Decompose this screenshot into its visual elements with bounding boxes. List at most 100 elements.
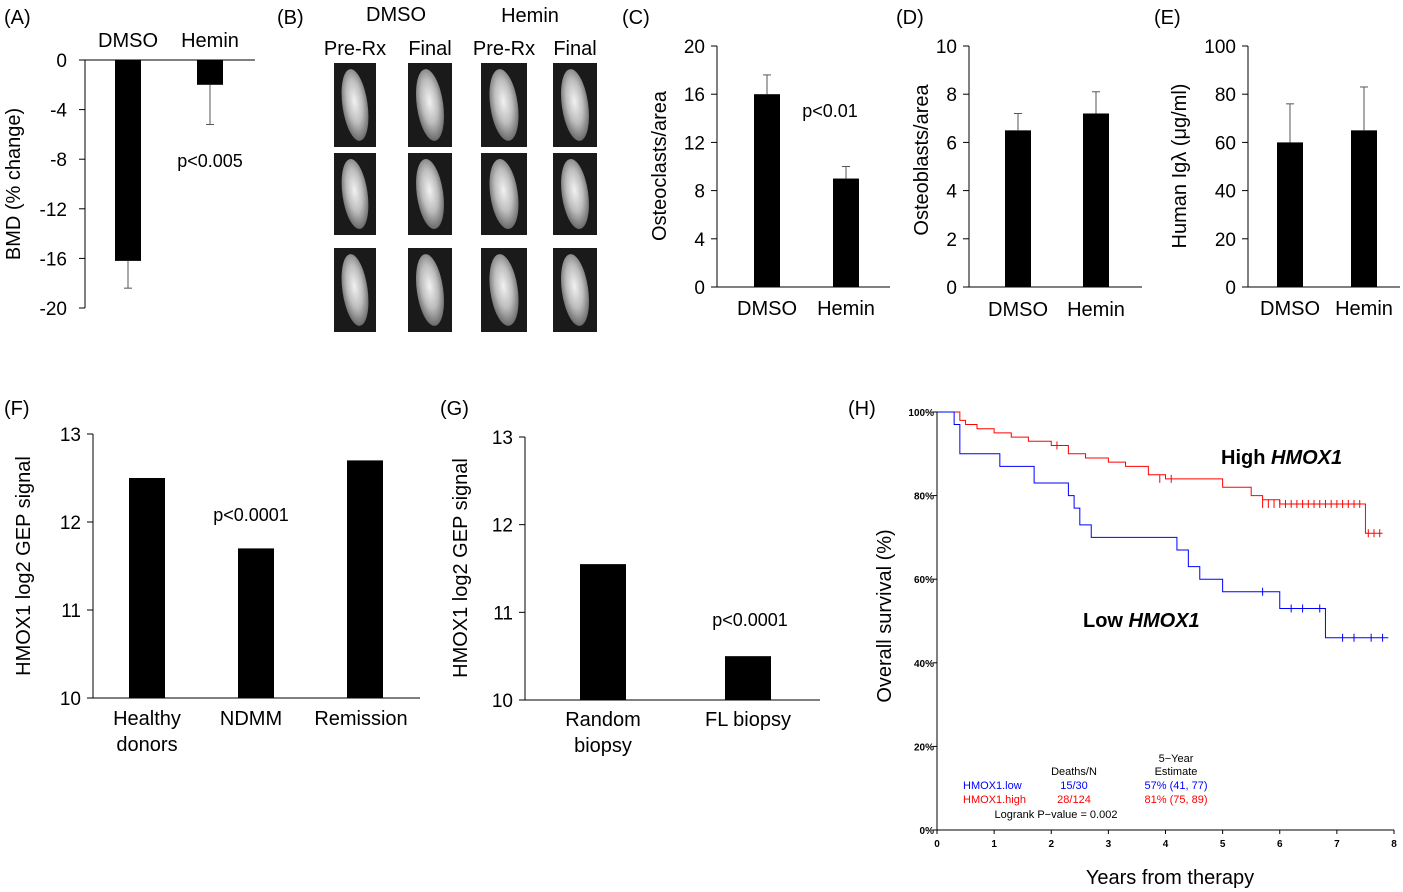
- xray-bone-shape: [560, 254, 590, 326]
- panel-h-xtick-label: 7: [1334, 839, 1340, 850]
- panel-c-ytick-label: 4: [694, 230, 705, 251]
- panel-c-ytick-label: 8: [694, 182, 705, 203]
- panel-b-xray-grid: [334, 63, 597, 332]
- panel-g-y-title: HMOX1 log2 GEP signal: [450, 458, 472, 678]
- panel-a-y-ticks: 0 -4 -8 -12 -16 -20: [40, 51, 85, 320]
- panel-c-bars: [754, 74, 859, 287]
- panel-f-bars: [129, 460, 383, 698]
- panel-d-bar: [1083, 113, 1109, 287]
- xray-bone-shape: [561, 159, 589, 229]
- panel-f-bar: [238, 548, 274, 698]
- panel-a-ytick-label: 0: [56, 51, 67, 72]
- panel-b-group-hemin: Hemin: [501, 5, 559, 27]
- panel-h: (H) 0% 20% 40% 60% 80% 100% 0 1 2 3 4 5 6 7 8 Overall…: [848, 398, 1397, 889]
- panel-b-group-dmso: DMSO: [366, 4, 426, 26]
- xray-bone-shape: [489, 69, 519, 141]
- panel-b-col-2: Final: [408, 38, 451, 60]
- panel-d-cat-dmso: DMSO: [988, 299, 1048, 321]
- panel-g-bar: [725, 656, 771, 700]
- panel-h-row-high-deaths: 28/124: [1057, 794, 1091, 806]
- panel-c-cat-dmso: DMSO: [737, 298, 797, 320]
- panel-a-y-title: BMD (% change): [3, 108, 25, 260]
- panel-f-bar: [347, 460, 383, 698]
- panel-g-ytick-label: 13: [492, 428, 513, 449]
- panel-h-xtick-label: 6: [1277, 839, 1283, 850]
- panel-a: (A) DMSO Hemin 0 -4 -8 -12 -16 -20 BMD (% cha…: [3, 7, 255, 320]
- panel-d-bar: [1005, 130, 1031, 287]
- panel-d-cat-hemin: Hemin: [1067, 299, 1125, 321]
- km-curve-hmox1-high: [937, 411, 1383, 534]
- panel-g-cat-1-line1: Random: [565, 709, 641, 731]
- panel-c-y-title: Osteoclasts/area: [649, 90, 671, 241]
- panel-h-y-title: Overall survival (%): [874, 529, 896, 702]
- panel-h-xtick-label: 8: [1391, 839, 1397, 850]
- panel-f-y-ticks: 10 11 12 13: [60, 425, 93, 710]
- panel-h-ytick-label: 20%: [914, 742, 934, 753]
- panel-d-ytick-label: 4: [946, 182, 957, 203]
- panel-e-bars: [1277, 86, 1377, 287]
- panel-e-ytick-label: 40: [1215, 182, 1236, 203]
- panel-d-bars: [1005, 91, 1109, 287]
- panel-e-bar: [1351, 130, 1377, 287]
- panel-e-ytick-label: 20: [1215, 230, 1236, 251]
- panel-f-cat-1-line2: donors: [116, 734, 177, 756]
- panel-c-ytick-label: 20: [684, 37, 705, 58]
- panel-b-col-4: Final: [553, 38, 596, 60]
- panel-c-ytick-label: 12: [684, 133, 705, 154]
- panel-g-label: (G): [440, 398, 469, 420]
- panel-h-low-word: Low: [1083, 610, 1129, 632]
- panel-g-ytick-label: 12: [492, 516, 513, 537]
- panel-e-ytick-label: 60: [1215, 133, 1236, 154]
- panel-h-ytick-label: 60%: [914, 575, 934, 586]
- xray-bone-shape: [415, 254, 445, 326]
- panel-h-high-annotation: High HMOX1: [1221, 447, 1342, 469]
- panel-a-ytick-label: -4: [50, 101, 67, 122]
- xray-bone-shape: [415, 69, 445, 141]
- panel-f: (F) 10 11 12 13 HMOX1 log2 GEP signal Healt…: [4, 398, 420, 756]
- panel-f-ytick-label: 12: [60, 513, 81, 534]
- panel-a-label: (A): [4, 7, 31, 29]
- panel-h-row-low-est: 57% (41, 77): [1145, 780, 1208, 792]
- panel-h-xtick-label: 0: [934, 839, 940, 850]
- panel-e-y-title: Human Igλ (μg/ml): [1169, 84, 1191, 249]
- panel-d-ytick-label: 10: [936, 37, 957, 58]
- panel-a-ytick-label: -20: [40, 299, 67, 320]
- xray-bone-shape: [489, 254, 519, 326]
- panel-e-cat-hemin: Hemin: [1335, 298, 1393, 320]
- panel-h-high-word: High: [1221, 447, 1271, 469]
- panel-e-bar: [1277, 142, 1303, 287]
- panel-g-bars: [580, 564, 771, 700]
- panel-h-x-ticks: 0 1 2 3 4 5 6 7 8: [934, 830, 1397, 850]
- xray-bone-shape: [489, 159, 519, 229]
- panel-g-ytick-label: 10: [492, 691, 513, 712]
- panel-f-pvalue: p<0.0001: [213, 505, 289, 525]
- panel-d-ytick-label: 8: [946, 85, 957, 106]
- panel-h-curves: [937, 411, 1389, 642]
- panel-h-row-low-name: HMOX1.low: [963, 780, 1022, 792]
- panel-c: (C) 0 4 8 12 16 20 Osteoclasts/area DMSO Hemi…: [622, 7, 890, 320]
- panel-g-y-ticks: 10 11 12 13: [492, 428, 525, 712]
- panel-h-table-col2-line1: 5−Year: [1159, 753, 1194, 765]
- panel-g-cat-1-line2: biopsy: [574, 735, 632, 757]
- km-curve-hmox1-low: [937, 411, 1389, 639]
- panel-f-ytick-label: 10: [60, 689, 81, 710]
- panel-f-cat-1-line1: Healthy: [113, 708, 181, 730]
- panel-c-bar: [833, 178, 859, 287]
- panel-a-bar: [197, 60, 223, 85]
- panel-e-ytick-label: 100: [1204, 37, 1236, 58]
- xray-bone-shape: [560, 69, 590, 141]
- panel-b-col-1: Pre-Rx: [324, 38, 386, 60]
- panel-a-bar: [115, 60, 141, 261]
- panel-h-row-high-est: 81% (75, 89): [1145, 794, 1208, 806]
- panel-c-bar: [754, 94, 780, 287]
- panel-a-ytick-label: -16: [40, 249, 67, 270]
- panel-f-ytick-label: 13: [60, 425, 81, 446]
- panel-h-label: (H): [848, 398, 876, 420]
- panel-d-ytick-label: 6: [946, 133, 957, 154]
- panel-f-bar: [129, 478, 165, 698]
- panel-e-ytick-label: 80: [1215, 85, 1236, 106]
- xray-bone-shape: [341, 159, 369, 229]
- panel-h-ytick-label: 100%: [908, 408, 934, 419]
- panel-g-pvalue: p<0.0001: [712, 610, 788, 630]
